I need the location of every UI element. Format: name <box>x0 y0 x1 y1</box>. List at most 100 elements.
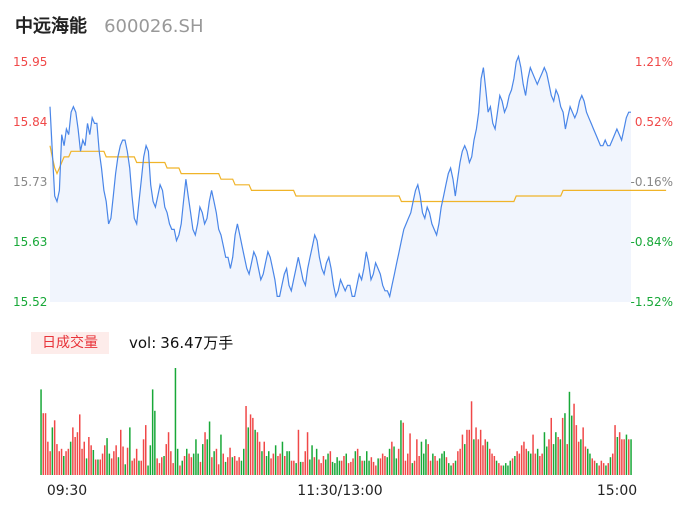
stock-code: 600026.SH <box>104 16 204 37</box>
volume-bar <box>176 448 179 475</box>
volume-bar <box>215 448 218 475</box>
volume-bar <box>149 445 152 475</box>
volume-bar <box>138 460 140 475</box>
volume-bar <box>550 417 552 475</box>
volume-bar <box>372 461 375 475</box>
price-tick-label: 15.52 <box>13 295 47 309</box>
volume-bar <box>477 439 480 475</box>
volume-bar <box>145 425 147 475</box>
volume-bar <box>607 463 609 475</box>
volume-bar <box>484 439 486 475</box>
volume-bar <box>514 456 516 475</box>
volume-bar <box>277 456 279 475</box>
volume-bar <box>126 447 129 475</box>
volume-bar <box>388 448 391 475</box>
volume-bar <box>293 460 295 475</box>
volume-bar <box>195 439 197 475</box>
volume-bar <box>268 451 270 475</box>
volume-bar <box>302 461 304 475</box>
volume-bar <box>67 448 70 475</box>
volume-bar <box>413 460 416 475</box>
volume-bar <box>265 456 268 475</box>
volume-bar <box>420 441 423 475</box>
volume-bar <box>404 460 407 475</box>
volume-bar <box>486 441 489 475</box>
volume-bar <box>113 451 115 475</box>
volume-bar <box>243 448 245 475</box>
volume-bar <box>56 444 58 475</box>
volume-bar <box>612 453 614 475</box>
volume-bar <box>596 463 598 475</box>
time-axis-label: 09:30 <box>47 483 87 499</box>
volume-bar <box>40 389 42 475</box>
volume-bar <box>564 413 566 475</box>
volume-bar <box>555 432 557 475</box>
volume-bar <box>44 413 47 475</box>
volume-bar <box>566 444 568 475</box>
volume-bar <box>571 415 573 475</box>
volume-bar <box>51 427 54 475</box>
volume-bar <box>252 417 254 475</box>
volume-bar <box>587 448 589 475</box>
volume-bar <box>539 456 541 475</box>
volume-bar <box>197 453 199 475</box>
volume-bar <box>318 459 320 475</box>
price-tick-label: 15.63 <box>13 235 47 249</box>
volume-bar <box>340 460 343 475</box>
volume-bar <box>133 458 136 475</box>
volume-bar <box>247 427 249 475</box>
price-tick-label: 15.73 <box>13 175 47 189</box>
volume-bar <box>354 451 357 475</box>
volume-bar <box>60 448 63 475</box>
volume-bar <box>213 451 215 475</box>
volume-bar <box>183 456 186 475</box>
volume-bar <box>443 451 445 475</box>
volume-bar <box>454 460 457 475</box>
volume-bar <box>58 451 60 475</box>
volume-bar <box>206 439 208 475</box>
volume-tab[interactable]: 日成交量 <box>31 332 109 354</box>
volume-bar <box>411 463 414 475</box>
volume-bar <box>99 459 101 475</box>
volume-bar <box>573 403 575 475</box>
volume-bar <box>240 460 243 475</box>
volume-bar <box>224 461 227 475</box>
price-area-group <box>50 56 631 303</box>
volume-bar <box>575 425 578 475</box>
volume-bar <box>181 460 183 475</box>
volume-bar <box>386 457 388 475</box>
volume-bar <box>448 463 450 475</box>
volume-bar <box>347 463 350 475</box>
volume-bars-group <box>40 368 632 475</box>
volume-bar <box>445 457 448 475</box>
volume-bar <box>598 465 600 475</box>
volume-bar <box>327 453 329 475</box>
volume-bar <box>97 459 99 475</box>
volume-bar <box>179 465 181 475</box>
volume-bar <box>402 422 404 475</box>
volume-bar <box>580 439 582 475</box>
volume-bar <box>231 457 234 475</box>
volume-bar <box>158 463 161 475</box>
volume-bar <box>256 432 259 475</box>
volume-bar <box>270 458 272 475</box>
volume-bar <box>468 429 470 475</box>
volume-bar <box>393 446 395 475</box>
volume-bar <box>227 457 229 475</box>
volume-bar <box>286 451 288 475</box>
volume-bar <box>470 401 473 475</box>
volume-bar <box>72 427 74 475</box>
volume-bar <box>83 441 85 475</box>
volume-bar <box>142 439 145 475</box>
volume-bar <box>108 453 111 475</box>
volume-bar <box>532 434 534 475</box>
volume-bar <box>186 448 188 475</box>
volume-bar <box>363 460 366 475</box>
volume-bar <box>475 427 477 475</box>
volume-bar <box>361 460 363 475</box>
volume-bar <box>507 465 509 475</box>
volume-bar <box>281 441 284 475</box>
axis-labels-group: 15.95 15.84 15.73 15.63 15.52 1.21% 0.52% -0.16… <box>13 55 673 309</box>
volume-bar <box>541 453 543 475</box>
volume-bar <box>311 445 313 475</box>
